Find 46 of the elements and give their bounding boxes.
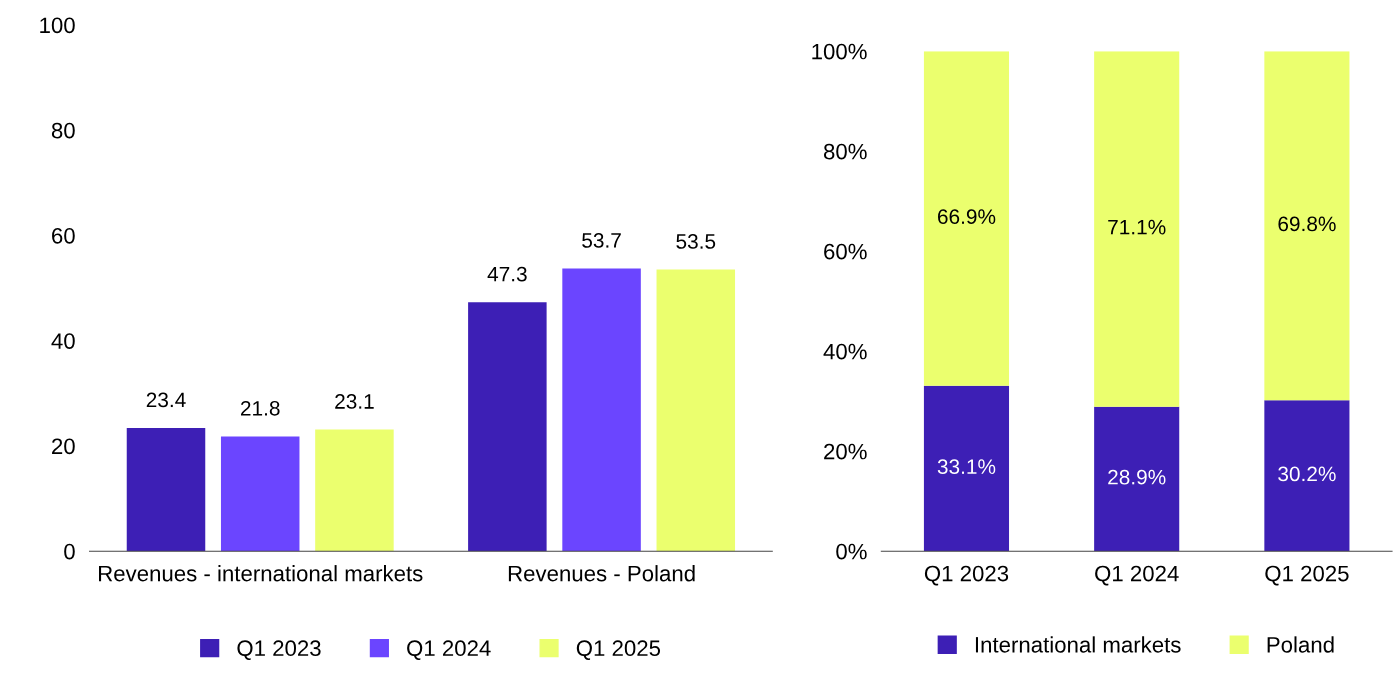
bar <box>562 268 641 552</box>
y-tick-label: 80 <box>51 122 75 139</box>
data-label: 23.1 <box>335 394 374 409</box>
bar <box>126 428 206 552</box>
legend-label: Q1 2025 <box>576 640 661 661</box>
data-label: 28.9% <box>1108 469 1166 485</box>
bar <box>923 51 1010 386</box>
legend-label: International markets <box>975 636 1181 653</box>
data-label: 33.1% <box>937 459 996 475</box>
bar <box>315 429 394 552</box>
y-tick-label: 0 <box>64 543 75 560</box>
x-tick-label: Q1 2024 <box>1095 565 1179 586</box>
data-label: 69.8% <box>1278 216 1336 232</box>
data-label: 53.5 <box>676 234 716 249</box>
x-tick-label: Q1 2025 <box>1265 565 1349 586</box>
y-tick-label: 60% <box>824 243 867 260</box>
data-label: 47.3 <box>487 266 527 282</box>
x-tick-label: Revenues - international markets <box>99 565 423 582</box>
bar <box>1264 400 1350 552</box>
legend-label: Q1 2023 <box>237 640 321 661</box>
y-tick-label: 40 <box>51 333 75 349</box>
y-tick-label: 20 <box>52 438 75 455</box>
y-tick-label: 100% <box>812 43 867 60</box>
y-tick-label: 80% <box>823 143 867 160</box>
data-label: 53.7 <box>582 233 621 248</box>
x-tick-label: Q1 2023 <box>924 565 1009 586</box>
bar <box>1094 51 1180 407</box>
legend-label: Q1 2024 <box>407 640 491 661</box>
data-label: 71.1% <box>1108 219 1166 235</box>
bar <box>1094 406 1180 552</box>
bar <box>1264 51 1350 401</box>
bar <box>220 436 300 552</box>
y-tick-label: 100 <box>40 17 75 34</box>
data-label: 66.9% <box>938 209 996 224</box>
y-tick-label: 60 <box>52 227 75 244</box>
bar <box>468 302 547 552</box>
data-label: 30.2% <box>1278 466 1336 482</box>
y-tick-label: 20% <box>824 443 867 460</box>
y-tick-label: 40% <box>823 343 867 360</box>
data-label: 23.4 <box>146 392 186 408</box>
bar <box>656 269 736 552</box>
legend-label: Poland <box>1267 636 1334 653</box>
x-tick-label: Revenues - Poland <box>508 565 695 582</box>
y-tick-label: 0% <box>836 543 867 560</box>
data-label: 21.8 <box>240 400 280 416</box>
bar <box>923 385 1010 552</box>
